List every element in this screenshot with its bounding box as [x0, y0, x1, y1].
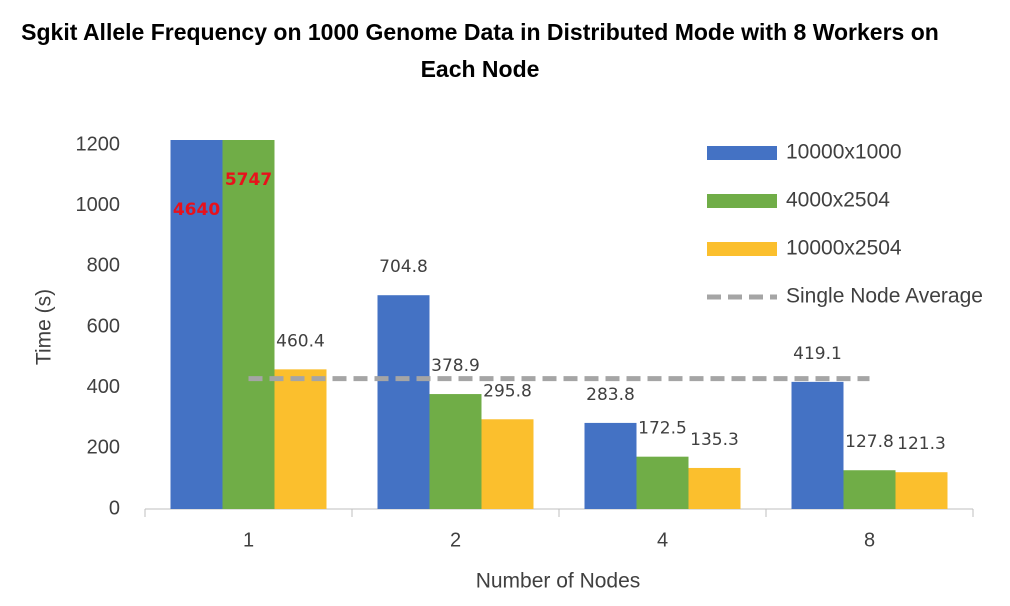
x-tick-label: 1 [243, 529, 254, 551]
bar [791, 381, 844, 509]
y-tick-label: 1200 [76, 133, 121, 155]
bar [688, 467, 741, 509]
value-label: 5747 [225, 170, 272, 190]
legend-swatch [707, 242, 777, 256]
y-axis-label: Time (s) [33, 289, 56, 365]
x-tick-label: 4 [657, 529, 668, 551]
legend-label: Single Node Average [786, 285, 983, 308]
value-label: 127.8 [845, 432, 894, 452]
x-axis-label: Number of Nodes [476, 570, 641, 593]
bar [895, 472, 948, 509]
y-tick-label: 800 [87, 255, 120, 277]
bar [481, 419, 534, 509]
value-label: 172.5 [638, 419, 687, 439]
legend-label: 4000x2504 [786, 189, 890, 212]
value-label: 135.3 [690, 430, 739, 450]
x-tick-label: 8 [864, 529, 875, 551]
value-label: 4640 [173, 200, 220, 220]
y-tick-label: 600 [87, 315, 120, 337]
x-tick-label: 2 [450, 529, 461, 551]
bar [274, 369, 327, 509]
y-tick-label: 1000 [76, 194, 121, 216]
legend-label: 10000x1000 [786, 141, 902, 164]
value-label: 295.8 [483, 381, 532, 401]
bar [222, 140, 275, 509]
value-label: 460.4 [276, 331, 325, 351]
y-tick-label: 400 [87, 376, 120, 398]
legend-swatch [707, 194, 777, 208]
y-tick-label: 0 [109, 497, 120, 519]
bar [636, 456, 689, 509]
bar [843, 470, 896, 509]
legend-swatch [707, 146, 777, 160]
value-label: 283.8 [586, 385, 635, 405]
legend-label: 10000x2504 [786, 237, 902, 260]
bar [584, 422, 637, 509]
bar [170, 140, 223, 509]
value-label: 121.3 [897, 434, 946, 454]
chart-title: Sgkit Allele Frequency on 1000 Genome Da… [21, 19, 939, 82]
value-label: 704.8 [379, 257, 428, 277]
bar [429, 394, 482, 509]
value-label: 419.1 [793, 344, 842, 364]
y-tick-label: 200 [87, 437, 120, 459]
bar [377, 295, 430, 509]
value-label: 378.9 [431, 356, 480, 376]
